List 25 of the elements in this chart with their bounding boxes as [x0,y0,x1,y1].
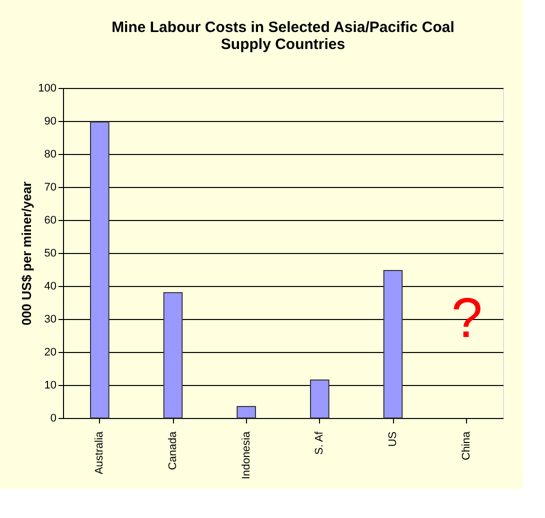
y-tick-label: 80 [44,148,56,160]
y-tick-label: 30 [44,314,56,326]
text: Mine Labour Costs in Selected Asia/Pacific Coal [112,19,454,36]
bar [236,406,256,418]
y-axis-title: 000 US$ per miner/year [19,182,34,326]
y-tick-label: 70 [44,182,56,194]
x-tick-label: US [387,432,399,447]
y-tick-label: 40 [44,280,56,292]
x-tick-label: S. Af [314,430,326,455]
text: Supply Countries [220,36,346,53]
x-tick-label: Australia [94,430,106,474]
bar [163,292,183,418]
y-tick-label: 90 [44,116,56,128]
x-tick-label: Canada [167,430,179,470]
bar [90,121,110,418]
y-tick-label: 60 [44,214,56,226]
x-tick-label: China [460,430,472,460]
y-tick-label: 20 [44,346,56,358]
y-tick-label: 100 [38,82,56,94]
y-tick-label: 0 [50,412,56,424]
bar [310,380,330,418]
y-tick-label: 50 [44,248,56,260]
y-tick-label: 10 [44,380,56,392]
x-tick-label: Indonesia [240,430,252,480]
bar [383,270,403,418]
